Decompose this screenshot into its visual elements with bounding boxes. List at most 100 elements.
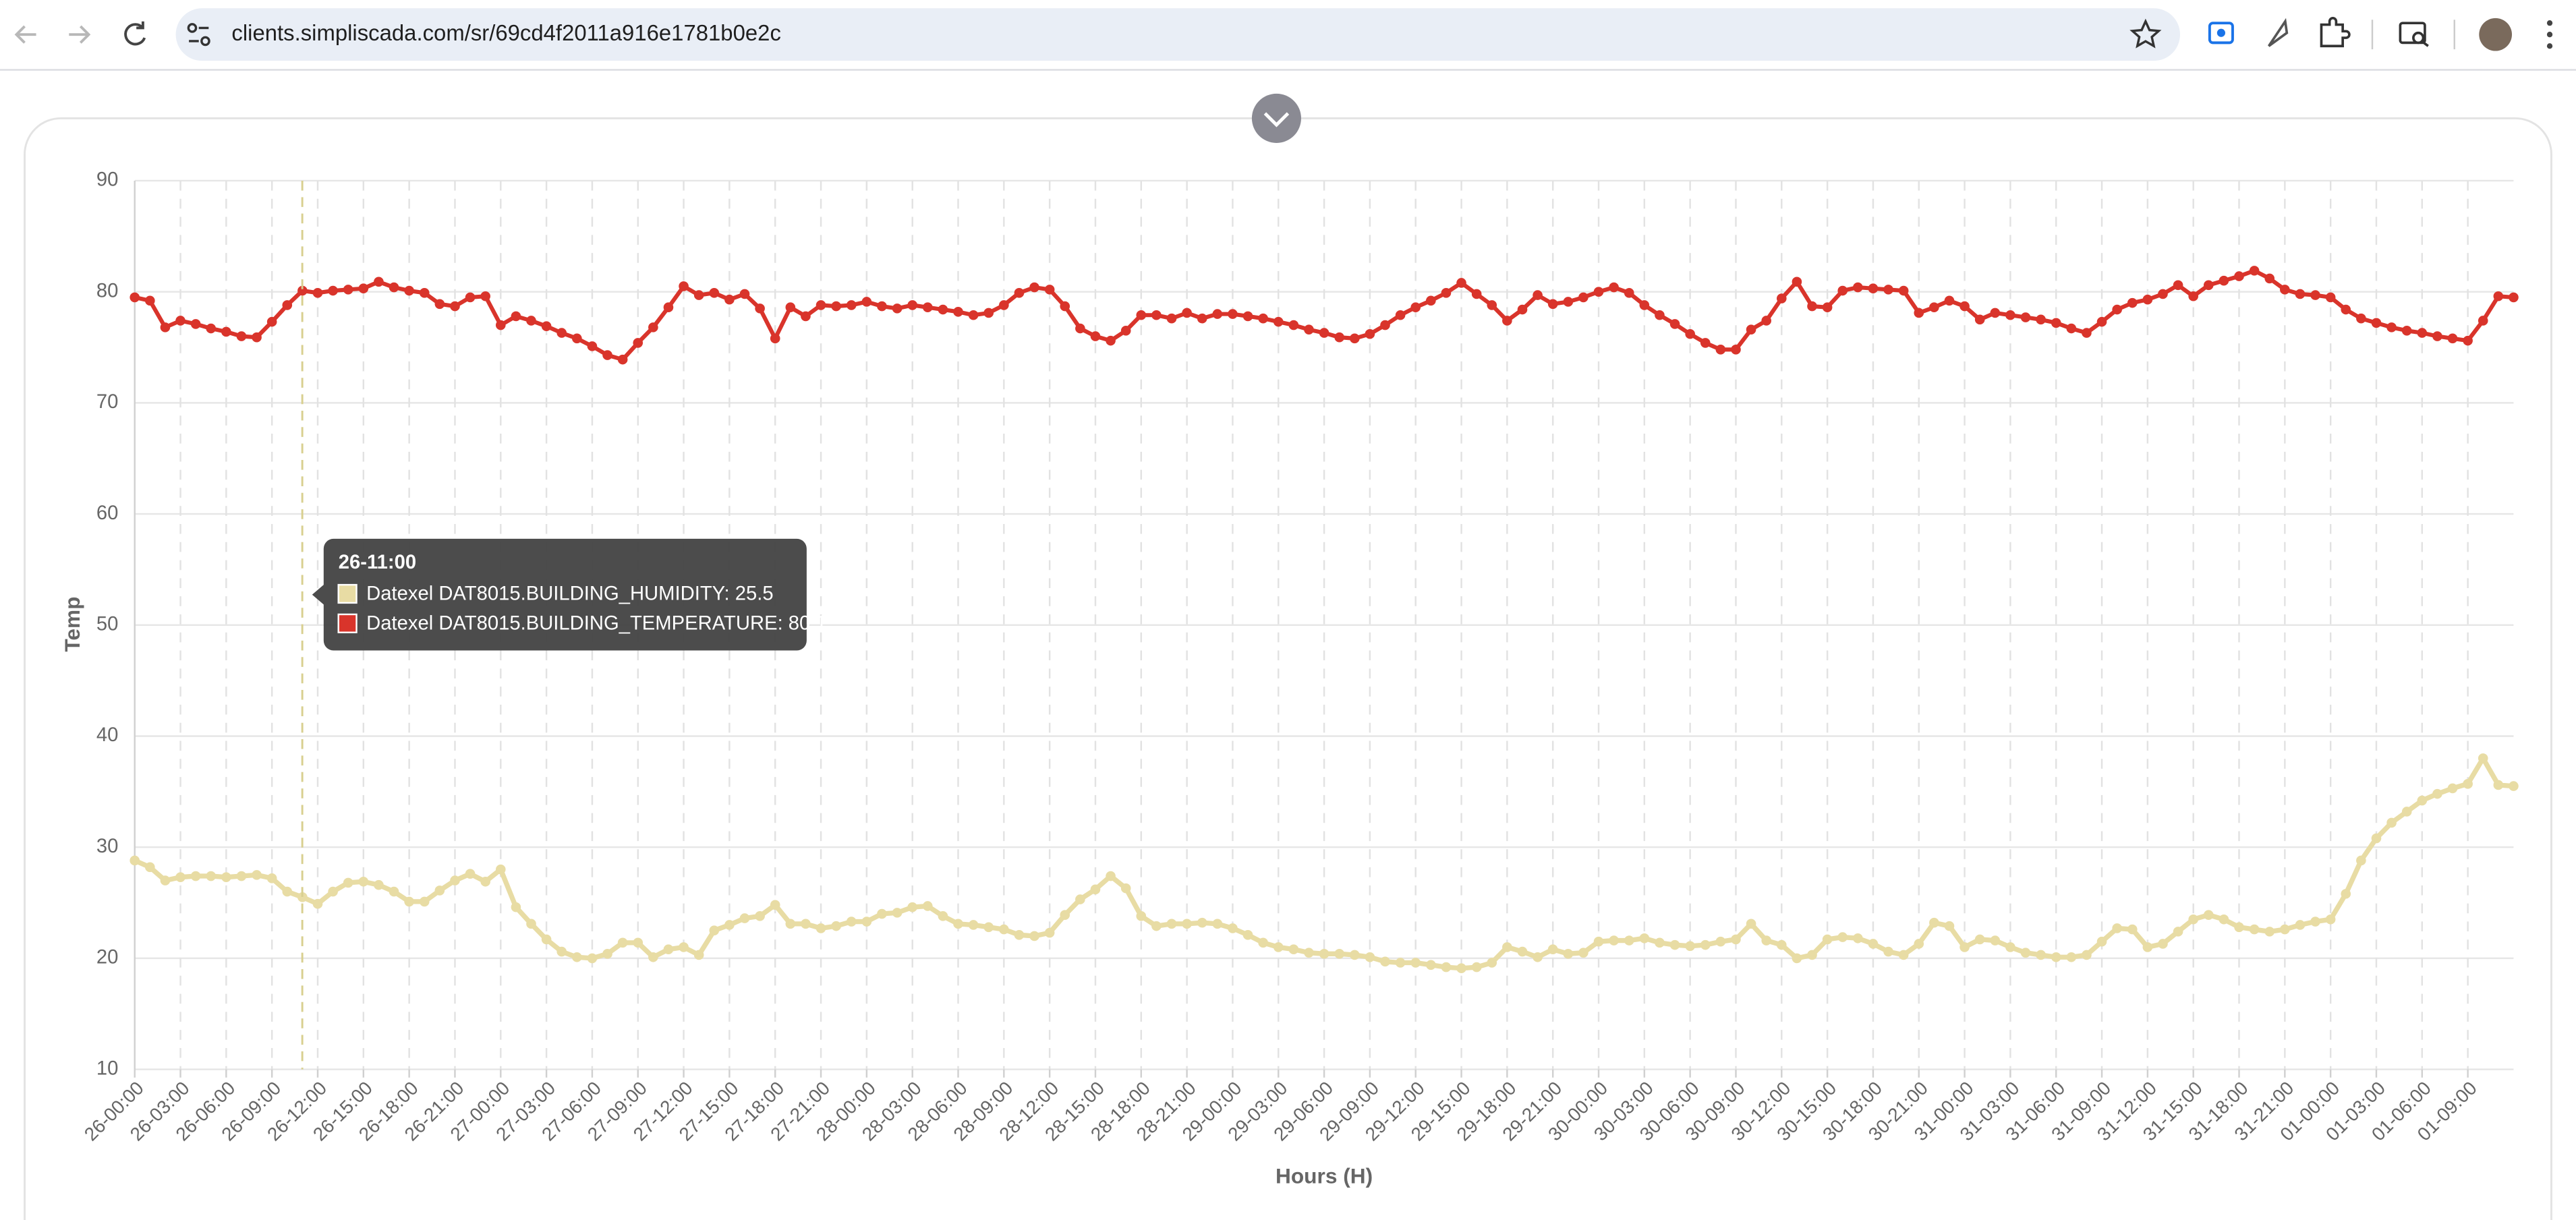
data-point <box>1669 319 1680 329</box>
data-point <box>2234 271 2244 281</box>
data-point <box>1776 293 1787 303</box>
data-point <box>983 308 994 318</box>
data-point <box>693 290 704 300</box>
data-point <box>2066 952 2077 962</box>
data-point <box>1517 946 1528 957</box>
data-point <box>633 937 643 948</box>
bookmark-star[interactable] <box>2129 18 2162 49</box>
data-point <box>2325 292 2336 303</box>
data-point <box>480 876 490 887</box>
y-tick-label: 90 <box>96 169 119 191</box>
data-point <box>2478 753 2488 763</box>
data-point <box>2463 335 2473 346</box>
address-bar[interactable] <box>175 8 2181 61</box>
back-button[interactable] <box>14 25 36 44</box>
data-point <box>2432 788 2442 799</box>
data-point <box>145 295 155 306</box>
data-point <box>1136 310 1147 320</box>
collapse-button[interactable] <box>1251 93 1301 143</box>
data-point <box>1593 287 1604 297</box>
reload-button[interactable] <box>124 21 146 46</box>
data-point <box>556 946 567 957</box>
data-point <box>1060 301 1070 312</box>
data-point <box>801 919 811 929</box>
extension-icon[interactable] <box>2268 18 2289 47</box>
data-point <box>1944 921 1955 931</box>
data-point <box>1639 300 1650 310</box>
data-point <box>2188 291 2199 301</box>
data-point <box>1166 919 1177 929</box>
data-point <box>2310 290 2320 300</box>
data-point <box>1075 894 1085 904</box>
data-point <box>1120 326 1131 336</box>
data-point <box>709 925 720 936</box>
data-point <box>1746 919 1756 929</box>
data-point <box>1639 933 1650 943</box>
data-point <box>1151 921 1162 931</box>
tab-search-icon[interactable] <box>2399 22 2429 47</box>
data-point <box>907 902 917 912</box>
data-point <box>526 316 536 326</box>
data-point <box>1883 946 1893 957</box>
forward-button[interactable] <box>69 25 91 44</box>
data-point <box>358 876 369 887</box>
data-point <box>465 292 476 303</box>
data-point <box>922 302 933 313</box>
data-point <box>495 864 506 875</box>
y-tick-label: 40 <box>96 724 119 746</box>
data-point <box>831 921 841 931</box>
data-point <box>1228 923 1238 933</box>
data-point <box>1669 939 1680 950</box>
data-point <box>1090 884 1101 895</box>
data-point <box>1868 939 1879 949</box>
menu-button[interactable] <box>2546 20 2553 49</box>
data-point <box>419 896 430 907</box>
tooltip-item: Datexel DAT8015.BUILDING_HUMIDITY: 25.5 <box>366 583 774 604</box>
data-point <box>1898 285 1909 296</box>
y-tick-label: 30 <box>96 836 119 857</box>
cast-icon[interactable] <box>2208 22 2234 45</box>
data-point <box>374 277 384 287</box>
data-point <box>1792 953 1802 964</box>
data-point <box>709 288 720 298</box>
data-point <box>1914 308 1924 318</box>
data-point <box>2173 280 2183 291</box>
data-point <box>999 300 1009 310</box>
data-point <box>1563 949 1574 959</box>
data-point <box>190 319 201 329</box>
data-point <box>206 871 217 881</box>
data-point <box>1349 333 1360 344</box>
data-point <box>1426 295 1436 306</box>
data-point <box>2158 939 2168 949</box>
data-point <box>1319 949 1329 959</box>
data-point <box>1106 871 1116 881</box>
data-point <box>343 285 353 295</box>
data-point <box>312 898 323 909</box>
site-settings-icon[interactable] <box>187 23 210 47</box>
data-point <box>587 341 598 351</box>
data-point <box>2493 291 2504 301</box>
data-point <box>2188 914 2199 925</box>
data-point <box>1304 324 1314 335</box>
data-point <box>663 302 674 313</box>
url-text[interactable]: clients.simpliscada.com/sr/69cd4f2011a91… <box>231 20 780 45</box>
data-point <box>1242 930 1253 940</box>
data-point <box>1624 935 1634 946</box>
data-point <box>266 316 277 327</box>
data-point <box>1075 323 1085 334</box>
data-point <box>2066 323 2077 334</box>
data-point <box>739 913 750 923</box>
data-point <box>1380 956 1390 967</box>
data-point <box>1715 936 1726 947</box>
profile-avatar[interactable] <box>2479 18 2513 51</box>
data-point <box>892 908 903 918</box>
data-point <box>1197 313 1207 324</box>
data-point <box>2325 914 2336 925</box>
data-point <box>1547 299 1558 310</box>
extensions-button[interactable] <box>2320 17 2351 48</box>
data-point <box>2096 316 2107 327</box>
data-point <box>861 297 872 307</box>
data-point <box>968 920 979 930</box>
data-point <box>846 300 857 310</box>
